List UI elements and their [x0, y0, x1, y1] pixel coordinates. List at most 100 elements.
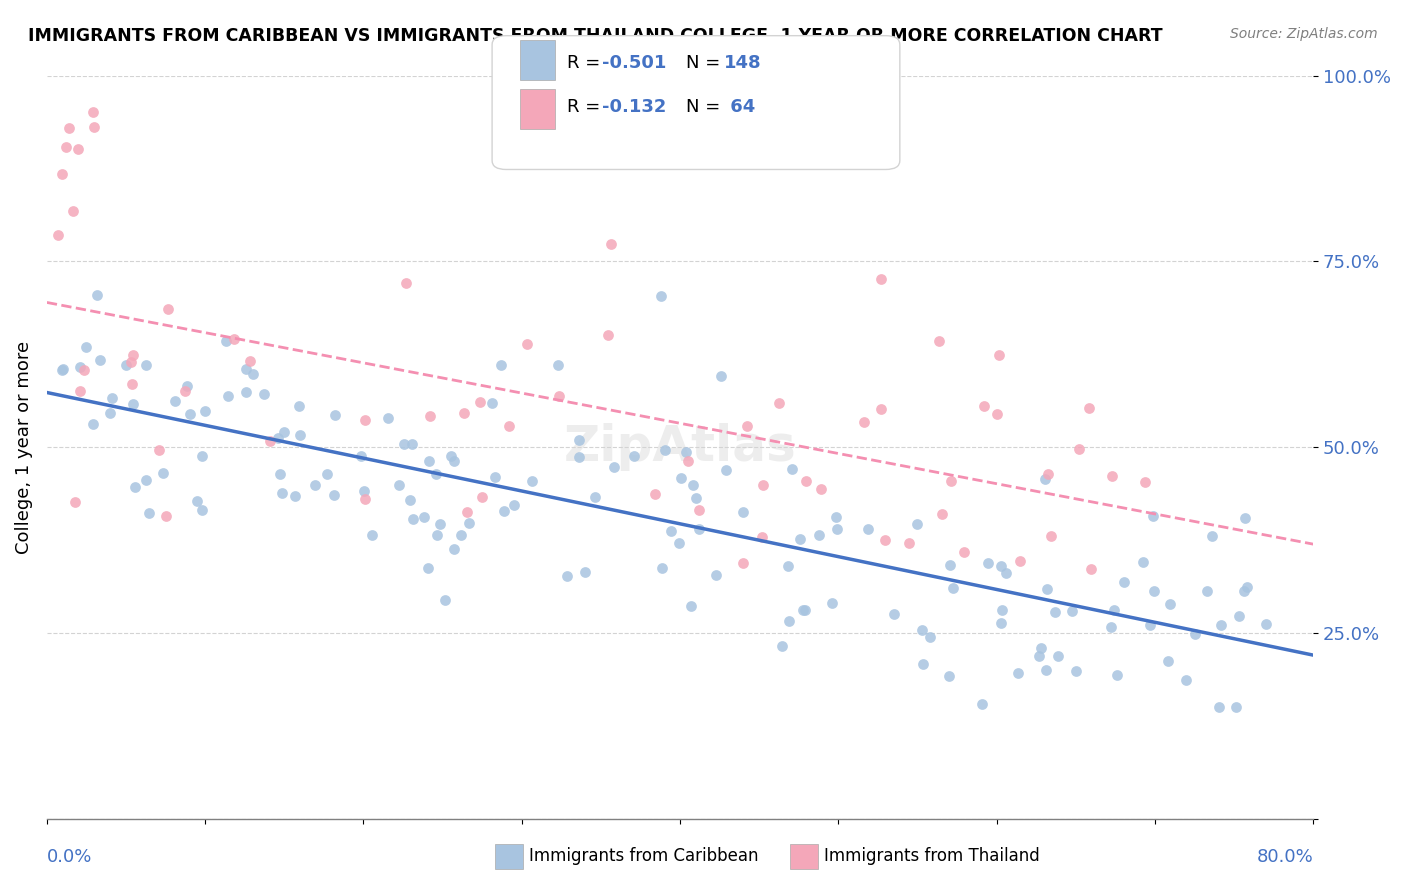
Point	[135, 473, 157, 487]
Point	[990, 558, 1012, 573]
Point	[1047, 648, 1070, 663]
Point	[751, 478, 773, 492]
Point	[66, 142, 89, 156]
Point	[931, 507, 953, 521]
Point	[905, 517, 928, 532]
Point	[51, 167, 73, 181]
Point	[83, 120, 105, 134]
Point	[416, 560, 439, 574]
Point	[494, 504, 516, 518]
Point	[418, 454, 440, 468]
Point	[710, 368, 733, 383]
Point	[190, 502, 212, 516]
Point	[316, 467, 339, 482]
Point	[481, 396, 503, 410]
Point	[259, 434, 281, 448]
Point	[395, 277, 418, 291]
Point	[780, 462, 803, 476]
Point	[58, 121, 80, 136]
Point	[453, 406, 475, 420]
Point	[354, 492, 377, 507]
Point	[1159, 597, 1181, 611]
Point	[970, 697, 993, 711]
Text: 64: 64	[724, 98, 755, 116]
Point	[503, 498, 526, 512]
Point	[869, 402, 891, 417]
Point	[235, 362, 257, 376]
Point	[751, 530, 773, 544]
Point	[288, 428, 311, 442]
Point	[671, 470, 693, 484]
Point	[377, 410, 399, 425]
Point	[1254, 616, 1277, 631]
Text: Immigrants from Caribbean: Immigrants from Caribbean	[529, 847, 758, 865]
Point	[688, 522, 710, 536]
Point	[1045, 606, 1067, 620]
Point	[73, 363, 96, 377]
Point	[217, 389, 239, 403]
Point	[235, 385, 257, 400]
Point	[676, 454, 699, 468]
Point	[484, 470, 506, 484]
Point	[425, 467, 447, 481]
Point	[498, 418, 520, 433]
Point	[361, 527, 384, 541]
Point	[898, 536, 921, 550]
Point	[1039, 529, 1062, 543]
Point	[353, 483, 375, 498]
Point	[623, 450, 645, 464]
Point	[179, 407, 201, 421]
Point	[547, 359, 569, 373]
Text: N =: N =	[686, 98, 725, 116]
Point	[942, 582, 965, 596]
Point	[986, 407, 1008, 421]
Text: N =: N =	[686, 54, 725, 71]
Point	[650, 288, 672, 302]
Point	[1236, 580, 1258, 594]
Point	[768, 396, 790, 410]
Point	[583, 490, 606, 504]
Point	[1229, 609, 1251, 624]
Point	[1233, 583, 1256, 598]
Point	[928, 334, 950, 348]
Point	[973, 399, 995, 413]
Point	[1112, 575, 1135, 590]
Point	[62, 203, 84, 218]
Point	[163, 394, 186, 409]
Point	[46, 227, 69, 242]
Point	[148, 442, 170, 457]
Point	[468, 394, 491, 409]
Point	[548, 389, 571, 403]
Point	[1107, 668, 1129, 682]
Point	[193, 404, 215, 418]
Point	[122, 348, 145, 362]
Point	[1007, 666, 1029, 681]
Text: Source: ZipAtlas.com: Source: ZipAtlas.com	[1230, 27, 1378, 41]
Text: 0.0%: 0.0%	[46, 848, 93, 866]
Point	[574, 565, 596, 579]
Text: ZipAtlas: ZipAtlas	[564, 423, 796, 471]
Point	[1035, 471, 1057, 485]
Point	[135, 358, 157, 372]
Point	[1036, 467, 1059, 481]
Point	[516, 336, 538, 351]
Point	[51, 363, 73, 377]
Point	[82, 105, 104, 120]
Point	[953, 545, 976, 559]
Point	[870, 271, 893, 285]
Point	[1197, 584, 1219, 599]
Point	[52, 361, 75, 376]
Point	[426, 528, 449, 542]
Point	[270, 486, 292, 500]
Point	[1102, 603, 1125, 617]
Point	[735, 419, 758, 434]
Point	[1133, 475, 1156, 489]
Point	[778, 559, 800, 574]
Point	[654, 443, 676, 458]
Point	[1035, 663, 1057, 677]
Text: Immigrants from Thailand: Immigrants from Thailand	[824, 847, 1039, 865]
Point	[714, 462, 737, 476]
Point	[1067, 442, 1090, 457]
Point	[598, 328, 620, 343]
Point	[121, 397, 143, 411]
